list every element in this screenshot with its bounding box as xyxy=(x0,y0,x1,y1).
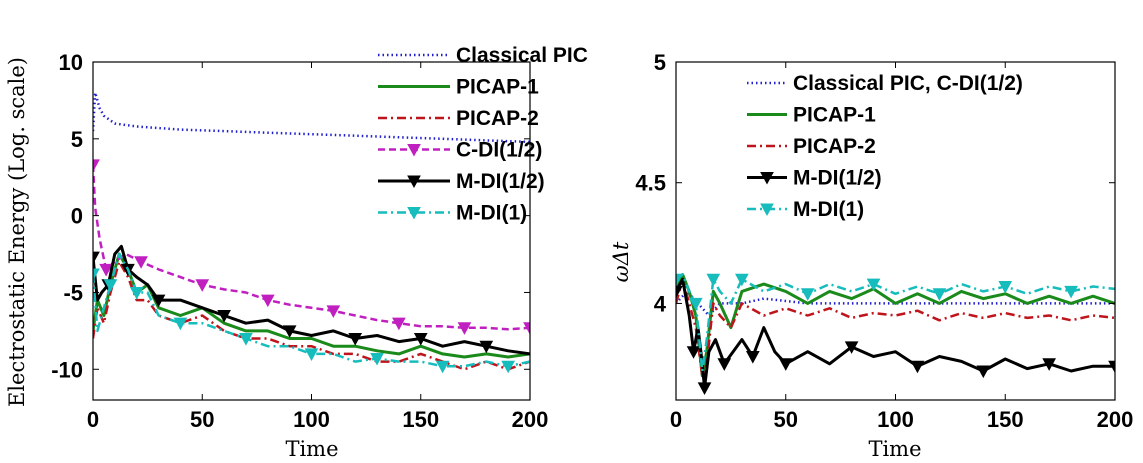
right-chart-legend-label-2: PICAP-2 xyxy=(793,135,876,158)
left-chart-legend-marker-4 xyxy=(407,175,421,189)
left-chart-ytick-label-0: 10 xyxy=(59,50,83,75)
left-chart-series-5-marker-9 xyxy=(173,317,188,331)
left-chart-legend-label-5: M-DI(1) xyxy=(456,202,527,225)
right-chart-xtick-label-1: 50 xyxy=(774,407,798,432)
left-chart-series-5-marker-18 xyxy=(370,353,384,366)
left-chart-series-4-line xyxy=(93,244,530,356)
left-chart-legend-marker-5 xyxy=(407,207,421,220)
left-chart-series-5-marker-24 xyxy=(501,360,515,374)
right-chart-series-3-marker-0 xyxy=(676,285,683,299)
left-chart-series-3-marker-0 xyxy=(93,159,100,172)
left-chart-series-5-marker-6 xyxy=(129,286,144,300)
right-chart-series-3-marker-9 xyxy=(717,358,732,371)
left-chart-series-4-marker-24 xyxy=(479,340,494,354)
left-chart-xlabel: Time xyxy=(285,437,338,461)
left-chart-legend-label-3: C-DI(1/2) xyxy=(456,139,542,162)
left-chart-series-5-marker-0 xyxy=(93,268,100,282)
right-chart-series-4-marker-0 xyxy=(676,273,683,287)
right-chart-legend-marker-3 xyxy=(760,172,774,185)
right-chart-series-4-line xyxy=(676,273,1115,373)
left-chart-xtick-label-3: 150 xyxy=(402,407,439,432)
right-chart-series-4-marker-15 xyxy=(866,278,881,292)
right-chart-xtick-label-3: 150 xyxy=(987,407,1024,432)
left-chart-series-4-marker-15 xyxy=(282,325,297,338)
left-chart-series-3-marker-6 xyxy=(134,256,148,269)
left-chart-series-4-marker-9 xyxy=(151,294,166,308)
left-chart-series-3-marker-12 xyxy=(260,294,275,308)
right-chart-series-3-marker-15 xyxy=(778,358,793,371)
left-chart-ytick-label-3: -5 xyxy=(63,280,83,305)
right-chart-series-4-marker-12 xyxy=(800,288,815,301)
left-chart-ytick-label-1: 5 xyxy=(71,127,83,152)
right-chart-ylabel: ωΔt xyxy=(609,241,633,282)
right-chart-legend-label-0: Classical PIC, C-DI(1/2) xyxy=(793,72,1023,95)
right-chart-series-4-marker-9 xyxy=(735,273,749,287)
right-chart-series-4-marker-24 xyxy=(1064,285,1078,299)
left-chart-series-2 xyxy=(93,260,530,371)
left-chart-ytick-label-4: -10 xyxy=(51,357,83,382)
right-chart-legend-label-1: PICAP-1 xyxy=(793,104,876,127)
right-chart-ytick-label-2: 4 xyxy=(654,291,667,316)
right-chart-series-4-marker-6 xyxy=(706,273,721,287)
right-chart-ytick-label-1: 4.5 xyxy=(635,171,666,196)
left-chart-legend-label-2: PICAP-2 xyxy=(456,107,539,130)
left-chart-xtick-label-1: 50 xyxy=(190,407,214,432)
right-chart-series-3-marker-21 xyxy=(910,360,925,374)
left-chart-xtick-label-2: 100 xyxy=(293,407,330,432)
left-chart-series-4-marker-0 xyxy=(93,251,100,265)
left-chart-series-5-line xyxy=(93,252,530,368)
right-chart-xtick-label-0: 0 xyxy=(670,407,682,432)
right-chart-series-3-marker-18 xyxy=(844,341,859,354)
left-chart-ytick-label-2: 0 xyxy=(71,204,83,229)
right-chart-series-3-marker-27 xyxy=(1042,358,1056,371)
right-chart-series-3-marker-3 xyxy=(686,346,701,359)
left-chart-series-4-marker-12 xyxy=(217,310,231,323)
right-chart-series-3-marker-6 xyxy=(697,382,712,395)
left-chart-series-3 xyxy=(93,159,530,335)
left-chart-series-2-line xyxy=(93,260,530,371)
left-chart-xtick-label-4: 200 xyxy=(512,407,549,432)
left-chart-series-5-marker-15 xyxy=(304,348,319,361)
right-chart-series-3-marker-12 xyxy=(745,351,760,364)
right-chart-series-4-marker-18 xyxy=(932,288,947,301)
left-chart-series-3-marker-15 xyxy=(326,305,341,318)
left-chart-legend-label-0: Classical PIC xyxy=(456,44,588,67)
left-chart-series-3-marker-18 xyxy=(392,317,406,331)
left-chart-legend-label-4: M-DI(1/2) xyxy=(456,170,545,193)
left-chart-series-3-marker-24 xyxy=(523,322,530,335)
right-chart-xtick-label-4: 200 xyxy=(1097,407,1134,432)
right-chart: 0 50 100 150 200 5 4.5 4 Classical PIC, C-DI(1/2… xyxy=(635,50,1133,432)
left-chart-legend-marker-3 xyxy=(407,144,421,157)
right-chart-series-4 xyxy=(676,273,1115,373)
left-chart-legend-label-1: PICAP-1 xyxy=(456,76,539,99)
right-chart-xlabel: Time xyxy=(868,437,921,461)
left-chart-ylabel: Electrostatic Energy (Log. scale) xyxy=(5,57,29,407)
right-chart-legend-label-3: M-DI(1/2) xyxy=(793,167,882,190)
right-chart-frame xyxy=(675,61,1116,401)
right-chart-series-3-marker-30 xyxy=(1108,360,1115,374)
left-chart-series-4-marker-21 xyxy=(413,333,428,346)
right-chart-xtick-label-2: 100 xyxy=(877,407,914,432)
right-chart-series-4-marker-21 xyxy=(998,281,1013,294)
left-chart-series-3-marker-21 xyxy=(457,322,472,335)
left-chart-series-4-marker-18 xyxy=(348,333,363,346)
left-chart-series-5-marker-3 xyxy=(103,279,118,292)
left-chart-series-3-marker-3 xyxy=(99,263,113,277)
right-chart-series-4-marker-3 xyxy=(688,297,703,311)
right-chart-legend-marker-4 xyxy=(760,203,774,217)
left-chart-series-5-marker-21 xyxy=(435,360,450,374)
left-chart-series-3-marker-9 xyxy=(195,279,210,292)
right-chart-legend-label-4: M-DI(1) xyxy=(793,198,864,221)
left-chart-xtick-label-0: 0 xyxy=(87,407,99,432)
left-chart-series-5-marker-12 xyxy=(239,333,253,346)
right-chart-ytick-label-0: 5 xyxy=(654,50,666,75)
right-chart-series-3-marker-24 xyxy=(976,365,991,379)
left-chart-series-5 xyxy=(93,252,530,374)
